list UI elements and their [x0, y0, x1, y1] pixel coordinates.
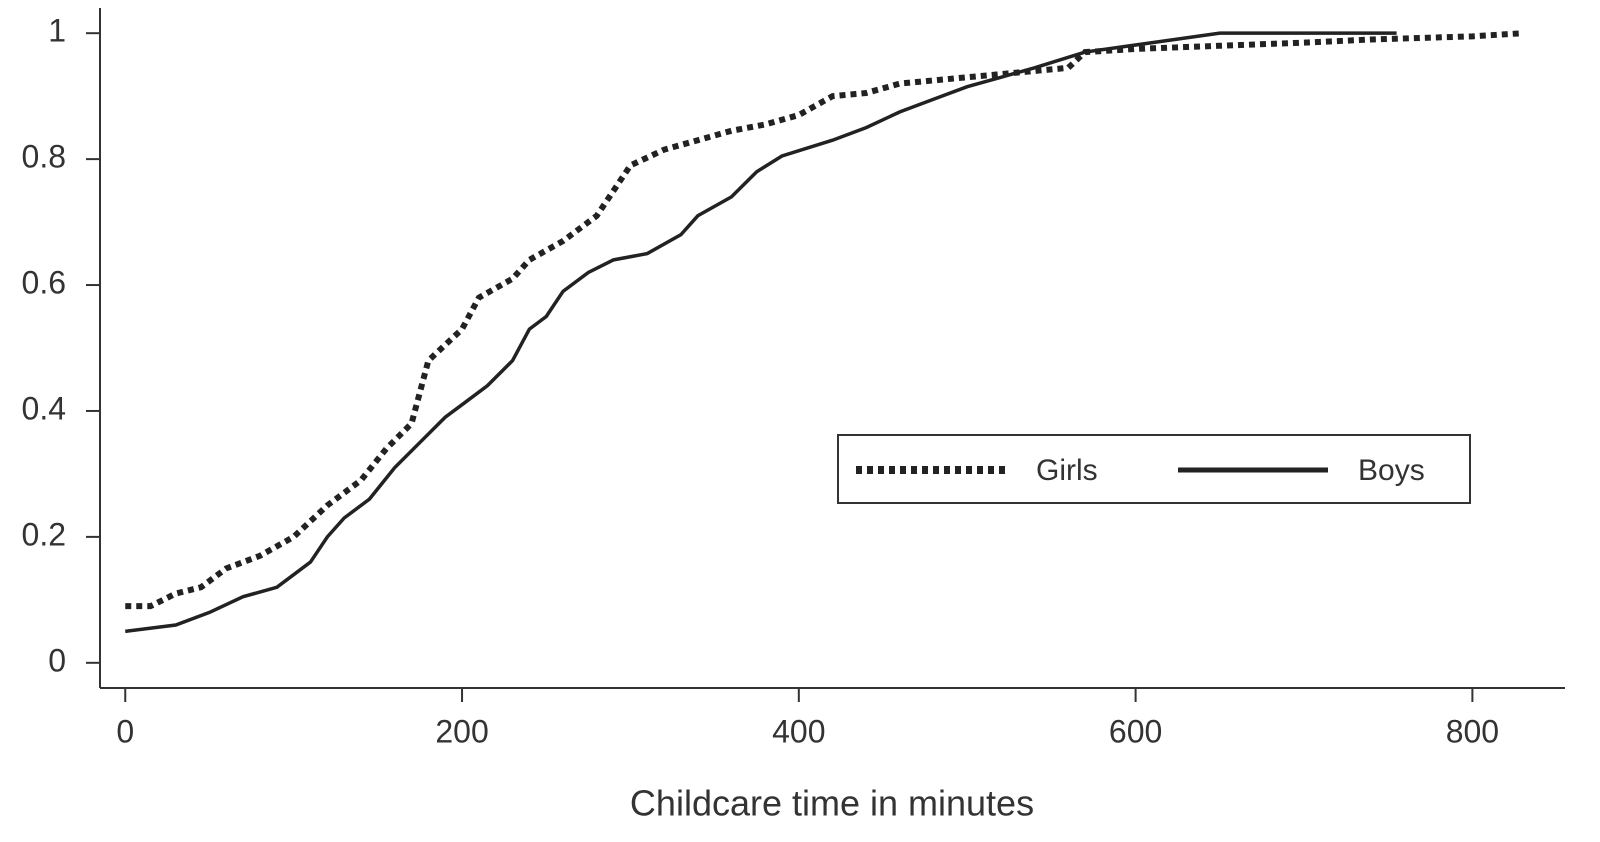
y-tick-label: 0.6	[22, 264, 66, 300]
legend-label: Boys	[1358, 454, 1425, 487]
y-tick-label: 0.2	[22, 516, 66, 552]
y-tick-label: 0.4	[22, 390, 66, 426]
series-line	[125, 30, 1524, 610]
x-tick-label: 600	[1109, 713, 1162, 749]
series-line	[125, 31, 1397, 634]
y-tick-label: 0.8	[22, 139, 66, 175]
x-tick-label: 0	[116, 713, 134, 749]
x-tick-label: 200	[435, 713, 488, 749]
y-tick-label: 1	[48, 13, 66, 49]
x-tick-label: 400	[772, 713, 825, 749]
x-axis-label: Childcare time in minutes	[630, 783, 1034, 824]
y-tick-label: 0	[48, 642, 66, 678]
x-tick-label: 800	[1446, 713, 1499, 749]
legend-label: Girls	[1036, 454, 1098, 487]
legend-box	[837, 434, 1471, 504]
